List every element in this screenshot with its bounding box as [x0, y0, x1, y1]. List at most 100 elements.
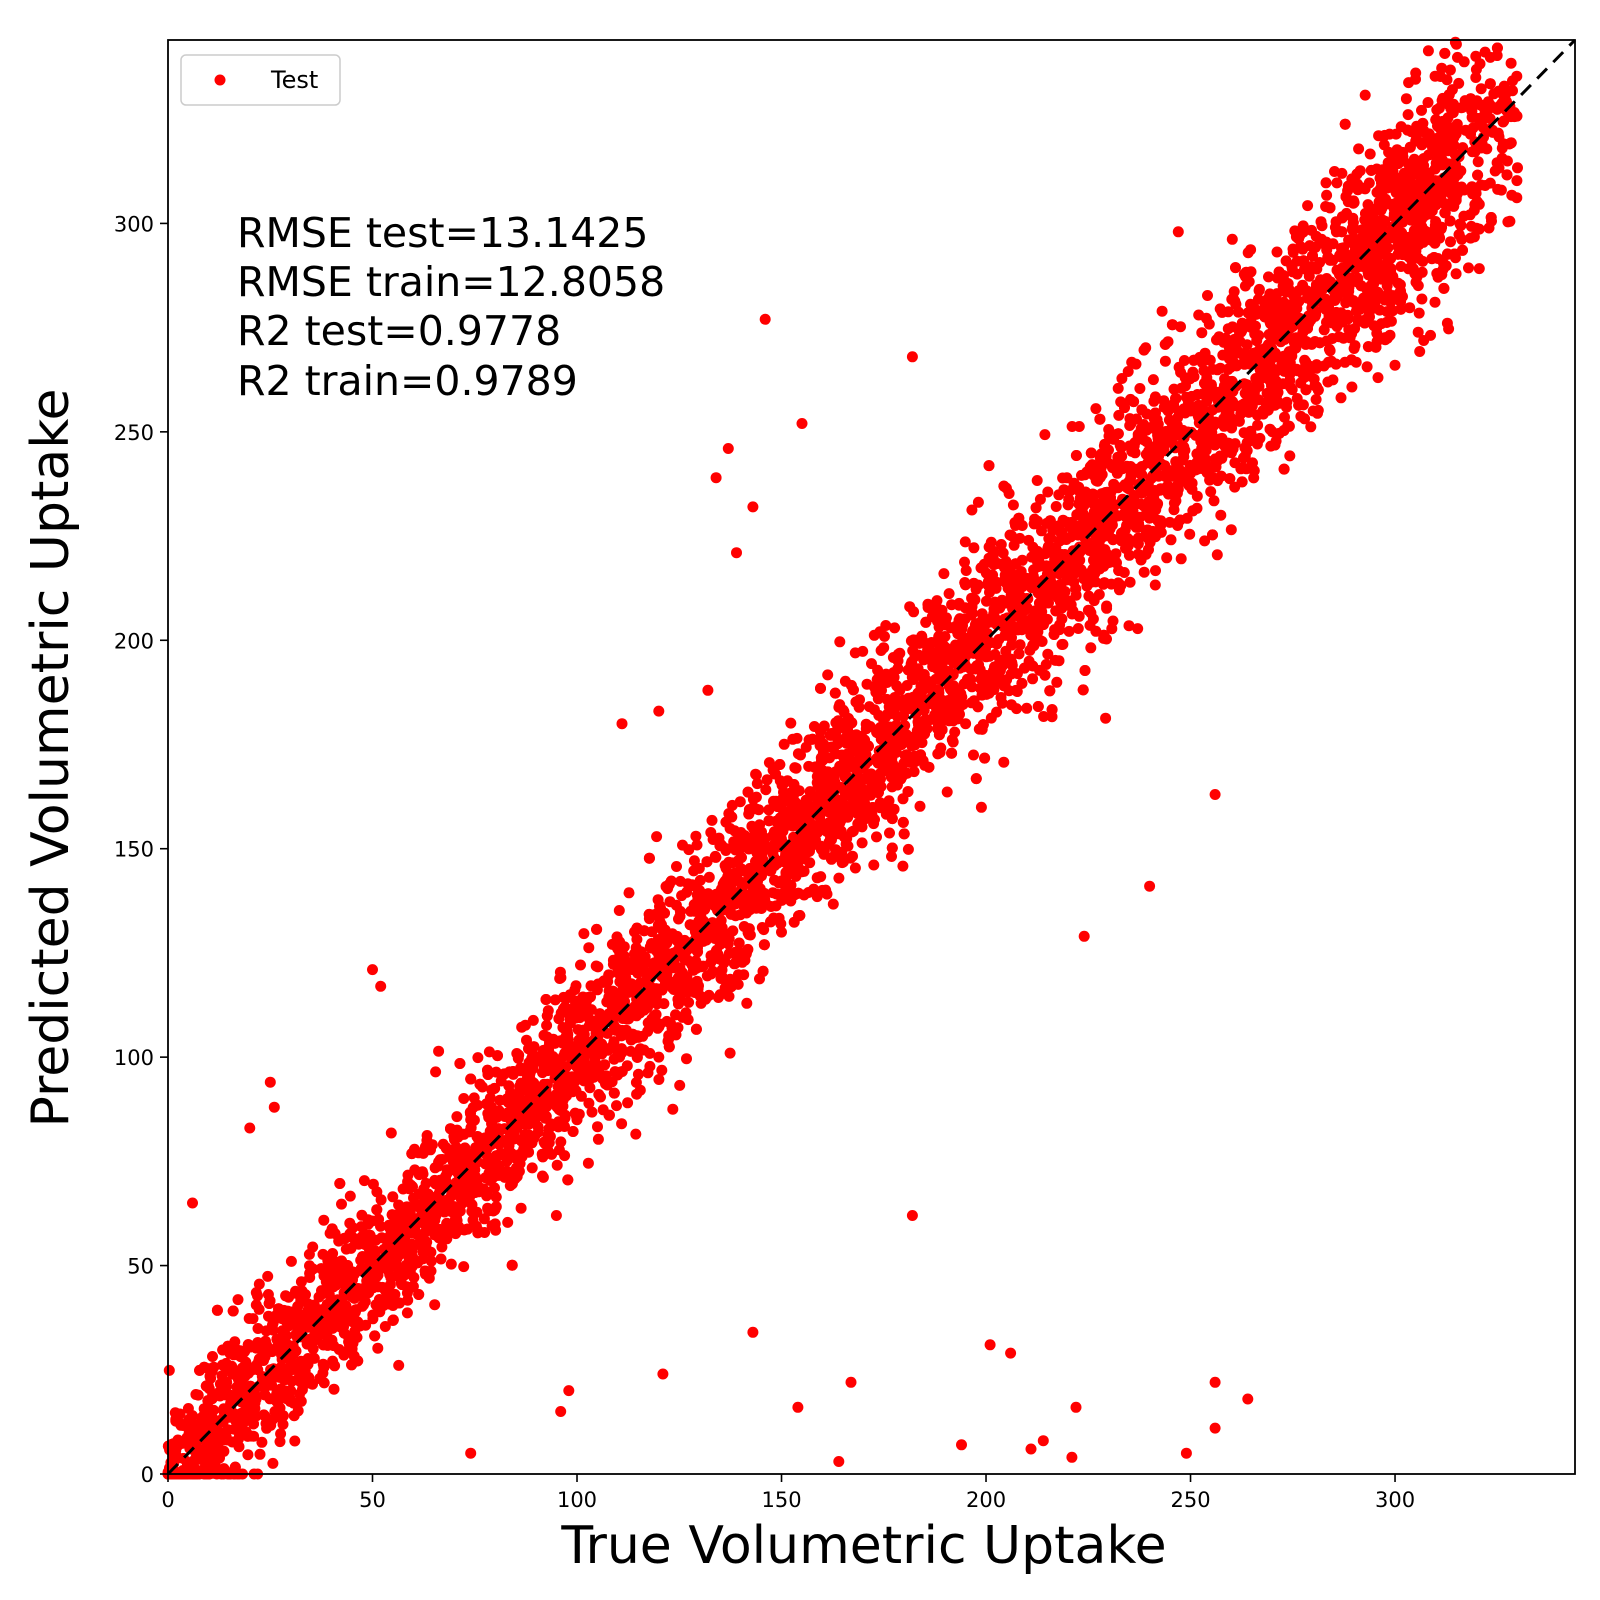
scatter-point [308, 1352, 320, 1364]
scatter-point [998, 756, 1010, 768]
scatter-point [1346, 328, 1358, 340]
scatter-point [938, 568, 950, 580]
scatter-point [1410, 73, 1421, 85]
scatter-point [1095, 462, 1107, 474]
scatter-point [590, 960, 602, 972]
scatter-point [891, 710, 903, 722]
scatter-point [879, 630, 890, 642]
scatter-point [949, 726, 961, 738]
scatter-point [1200, 312, 1212, 324]
scatter-point [983, 650, 995, 662]
scatter-point [1223, 388, 1235, 400]
scatter-point [889, 622, 901, 634]
scatter-point [1302, 200, 1314, 212]
scatter-point [825, 728, 837, 739]
scatter-point [1287, 246, 1299, 258]
scatter-point [334, 1321, 346, 1333]
scatter-point [613, 905, 625, 916]
scatter-point [1165, 534, 1177, 546]
scatter-point [888, 671, 900, 683]
scatter-point [289, 1435, 301, 1447]
scatter-point [834, 636, 846, 648]
scatter-point [1346, 381, 1358, 393]
scatter-point [733, 937, 745, 949]
scatter-point [847, 825, 859, 837]
scatter-point [1451, 118, 1463, 130]
scatter-point [451, 1111, 463, 1123]
scatter-point [1445, 236, 1456, 248]
scatter-point [1071, 520, 1083, 532]
scatter-point [706, 814, 718, 826]
scatter-point [537, 1171, 549, 1183]
scatter-point [1053, 489, 1065, 501]
scatter-point [1361, 361, 1373, 373]
scatter-point [430, 1066, 442, 1078]
scatter-point [1318, 360, 1330, 372]
scatter-point [1101, 600, 1113, 612]
scatter-point [502, 1216, 514, 1228]
scatter-point [1253, 330, 1265, 341]
scatter-point [573, 1034, 585, 1046]
scatter-point [296, 1384, 308, 1396]
scatter-point [1252, 293, 1264, 305]
scatter-point [1021, 702, 1033, 714]
scatter-point [770, 900, 782, 912]
scatter-point [429, 1299, 441, 1311]
scatter-point [1000, 555, 1012, 567]
scatter-point [1372, 372, 1384, 384]
scatter-point [886, 851, 897, 862]
scatter-point [878, 800, 890, 812]
scatter-point [1308, 373, 1320, 385]
scatter-point [1179, 444, 1191, 456]
scatter-point [1390, 128, 1402, 140]
scatter-point [413, 1169, 425, 1181]
scatter-point [595, 1091, 606, 1103]
scatter-point [1505, 57, 1517, 69]
scatter-point [1188, 371, 1200, 383]
scatter-point [658, 998, 670, 1010]
scatter-point [724, 1047, 736, 1059]
scatter-point [1237, 462, 1249, 474]
scatter-point [1333, 331, 1345, 343]
scatter-point [372, 1342, 384, 1354]
scatter-point [288, 1410, 300, 1422]
scatter-point [187, 1428, 199, 1440]
scatter-point [328, 1383, 340, 1395]
scatter-point [1439, 207, 1451, 219]
scatter-point [656, 1064, 668, 1076]
scatter-point [1129, 447, 1141, 459]
scatter-point [1470, 50, 1482, 62]
scatter-point [425, 1255, 437, 1267]
scatter-point [871, 831, 882, 843]
scatter-point [397, 1183, 409, 1195]
scatter-point [1338, 242, 1350, 254]
scatter-point [553, 1116, 564, 1128]
scatter-point [1056, 639, 1068, 650]
scatter-point [1009, 571, 1021, 583]
scatter-point [822, 669, 834, 681]
scatter-points [162, 36, 1523, 1480]
scatter-point [1184, 528, 1196, 540]
scatter-point [975, 801, 987, 813]
scatter-point [1281, 401, 1292, 413]
scatter-point [1316, 220, 1328, 232]
scatter-point [1431, 268, 1443, 279]
scatter-point [1057, 472, 1069, 484]
scatter-point [592, 1133, 604, 1145]
scatter-point [860, 723, 872, 735]
scatter-point [804, 786, 816, 798]
scatter-point [232, 1387, 244, 1399]
scatter-point [233, 1433, 244, 1445]
scatter-point [1501, 155, 1513, 167]
scatter-point [616, 1118, 628, 1130]
scatter-point [232, 1294, 244, 1306]
scatter-point [1280, 255, 1292, 267]
scatter-point [1450, 268, 1462, 280]
scatter-point [978, 558, 990, 570]
scatter-point [1130, 358, 1142, 370]
scatter-point [379, 1321, 391, 1332]
scatter-point [1211, 549, 1223, 561]
scatter-point [732, 969, 744, 981]
scatter-point [681, 1053, 692, 1065]
scatter-point [604, 1109, 615, 1121]
